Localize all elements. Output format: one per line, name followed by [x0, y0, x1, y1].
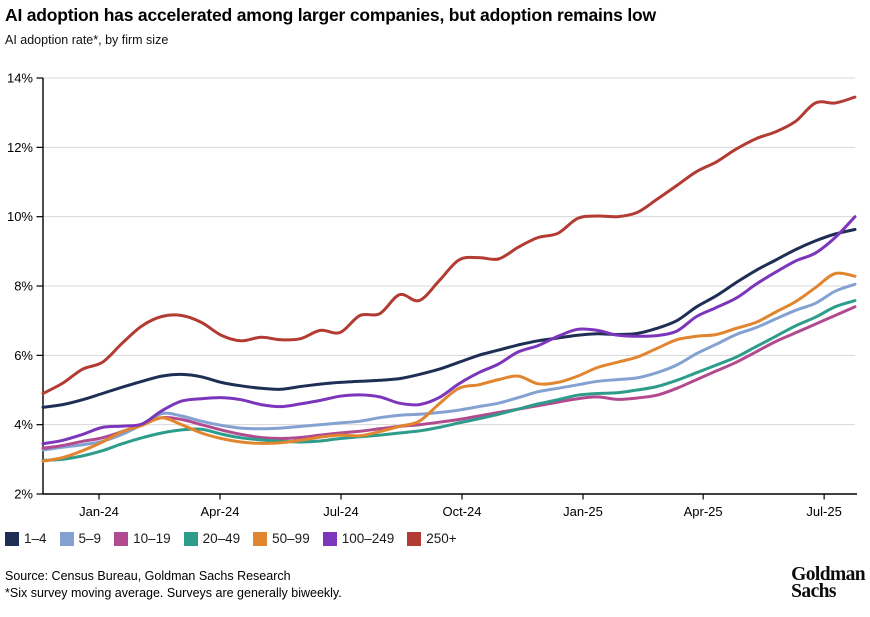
- series-line-5–9: [41, 282, 857, 452]
- adoption-line-chart: 2% 4% 6% 8% 10% 12% 14% Jan-24 Apr-24 Jul-24 Oct-2…: [7, 71, 857, 519]
- legend-swatch: [114, 531, 129, 546]
- legend-item: 1–4: [5, 531, 47, 546]
- y-axis-label: 14%: [7, 71, 33, 86]
- x-axis-label: Jul-24: [323, 504, 358, 519]
- x-axis-label: Apr-25: [684, 504, 723, 519]
- logo-line-2: Sachs: [791, 581, 836, 602]
- legend-label: 50–99: [272, 531, 310, 546]
- x-axis-label: Jan-25: [563, 504, 603, 519]
- goldman-sachs-logo: Goldman Sachs: [791, 564, 865, 602]
- legend-item: 20–49: [183, 531, 241, 546]
- legend-label: 20–49: [202, 531, 241, 546]
- legend-item: 100–249: [322, 531, 395, 546]
- legend-label: 1–4: [24, 531, 47, 546]
- x-axis-label: Oct-24: [442, 504, 481, 519]
- footnote-text: *Six survey moving average. Surveys are …: [5, 586, 342, 600]
- series-line-250+: [41, 95, 857, 395]
- x-axis-label: Jul-25: [806, 504, 841, 519]
- legend-swatch: [322, 531, 337, 546]
- legend-swatch: [407, 531, 422, 546]
- series-line-100–249: [41, 215, 857, 446]
- legend-swatch: [183, 531, 198, 546]
- y-axis-label: 2%: [14, 487, 33, 502]
- y-axis-label: 10%: [7, 209, 33, 224]
- y-axis-label: 6%: [14, 348, 33, 363]
- legend-swatch: [59, 531, 74, 546]
- legend-label: 5–9: [78, 531, 102, 546]
- legend-label: 10–19: [133, 531, 171, 546]
- chart-legend: 1–4 5–9 10–19 20–49 50–99 100–249 250+: [5, 531, 457, 546]
- legend-label: 250+: [426, 531, 457, 546]
- x-axis-label: Apr-24: [201, 504, 240, 519]
- logo-line-1: Goldman: [791, 564, 865, 585]
- legend-swatch: [253, 531, 268, 546]
- series-line-10–19: [41, 305, 857, 450]
- legend-label: 100–249: [341, 531, 395, 546]
- y-axis-label: 12%: [7, 140, 33, 155]
- series-line-20–49: [41, 299, 857, 462]
- series-line-50–99: [41, 271, 857, 463]
- legend-item: 5–9: [59, 531, 102, 546]
- y-axis-label: 4%: [14, 417, 33, 432]
- legend-item: 250+: [407, 531, 457, 546]
- page-subtitle: AI adoption rate*, by firm size: [5, 33, 169, 47]
- legend-item: 10–19: [114, 531, 171, 546]
- source-text: Source: Census Bureau, Goldman Sachs Res…: [5, 569, 291, 583]
- legend-swatch: [5, 531, 19, 546]
- y-axis-label: 8%: [14, 279, 33, 294]
- series-line-1–4: [41, 228, 857, 409]
- page-title: AI adoption has accelerated among larger…: [5, 5, 656, 25]
- x-axis-label: Jan-24: [79, 504, 119, 519]
- legend-item: 50–99: [253, 531, 310, 546]
